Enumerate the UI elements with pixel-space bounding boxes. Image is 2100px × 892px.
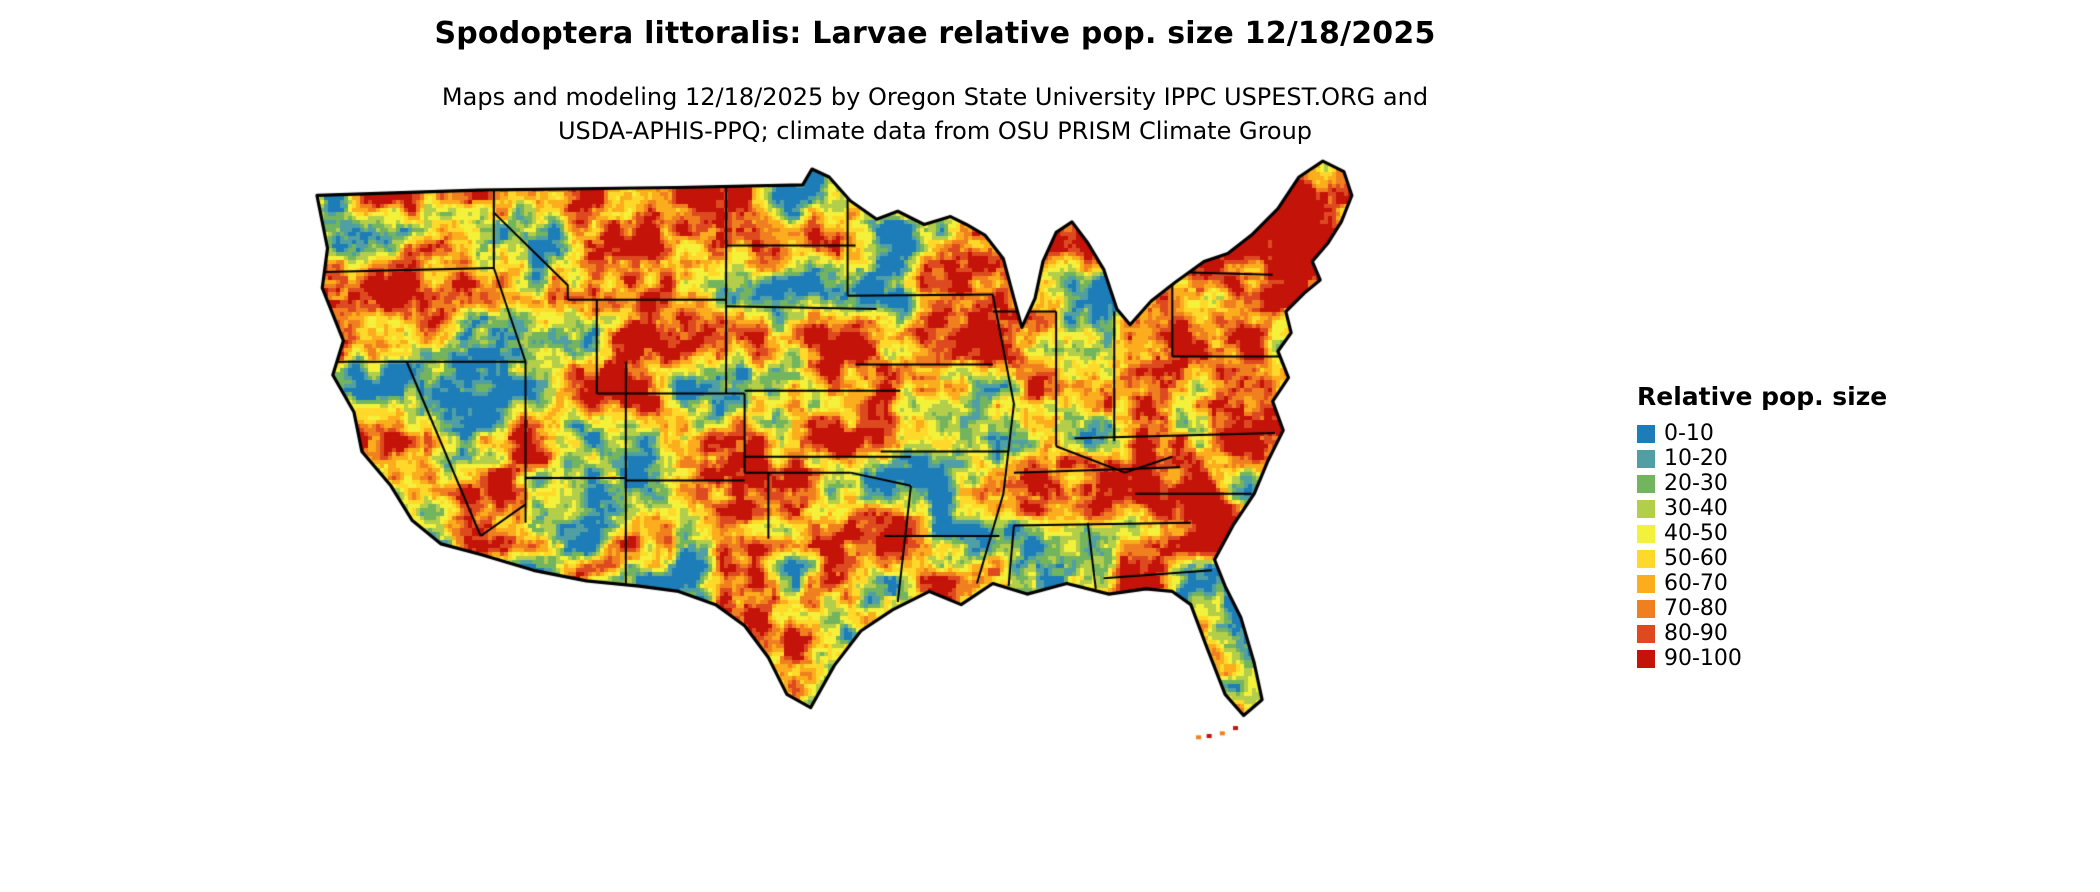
legend-item-label: 80-90 xyxy=(1664,621,1728,646)
legend-swatch xyxy=(1637,474,1655,493)
legend-item-label: 50-60 xyxy=(1664,546,1728,571)
legend-item: 70-80 xyxy=(1637,596,1887,621)
subtitle-line-1: Maps and modeling 12/18/2025 by Oregon S… xyxy=(441,83,1429,111)
legend-swatch xyxy=(1637,599,1655,618)
legend-item: 10-20 xyxy=(1637,446,1887,471)
page-title: Spodoptera littoralis: Larvae relative p… xyxy=(434,16,1436,51)
legend-item-label: 90-100 xyxy=(1664,646,1742,671)
map-subtitle: Maps and modeling 12/18/2025 by Oregon S… xyxy=(0,80,1870,148)
legend-swatch xyxy=(1637,549,1655,568)
legend-swatch xyxy=(1637,499,1655,518)
legend-item: 40-50 xyxy=(1637,521,1887,546)
legend-swatch xyxy=(1637,624,1655,643)
legend-title: Relative pop. size xyxy=(1637,382,1888,411)
legend-item: 50-60 xyxy=(1637,546,1887,571)
legend-swatch xyxy=(1637,424,1655,443)
legend-item: 0-10 xyxy=(1637,421,1887,446)
legend-item-label: 70-80 xyxy=(1664,596,1728,621)
us-map-canvas xyxy=(280,140,1600,880)
legend-item: 20-30 xyxy=(1637,471,1887,496)
legend-swatch xyxy=(1637,649,1655,668)
legend-item-label: 10-20 xyxy=(1664,446,1728,471)
legend-swatch xyxy=(1637,449,1655,468)
legend-item: 30-40 xyxy=(1637,496,1887,521)
legend-item: 60-70 xyxy=(1637,571,1887,596)
legend-item-label: 30-40 xyxy=(1664,496,1728,521)
legend-item-label: 40-50 xyxy=(1664,521,1728,546)
legend-item: 90-100 xyxy=(1637,646,1887,671)
legend-item-label: 60-70 xyxy=(1664,571,1728,596)
legend-item: 80-90 xyxy=(1637,621,1887,646)
legend-item-label: 20-30 xyxy=(1664,471,1728,496)
legend-item-label: 0-10 xyxy=(1664,421,1714,446)
legend-swatch xyxy=(1637,524,1655,543)
legend: Relative pop. size 0-10 10-20 20-30 30-40 40… xyxy=(1637,382,1887,671)
legend-swatch xyxy=(1637,574,1655,593)
legend-items: 0-10 10-20 20-30 30-40 40-50 50-60 60-70 70-80 8… xyxy=(1637,421,1887,671)
